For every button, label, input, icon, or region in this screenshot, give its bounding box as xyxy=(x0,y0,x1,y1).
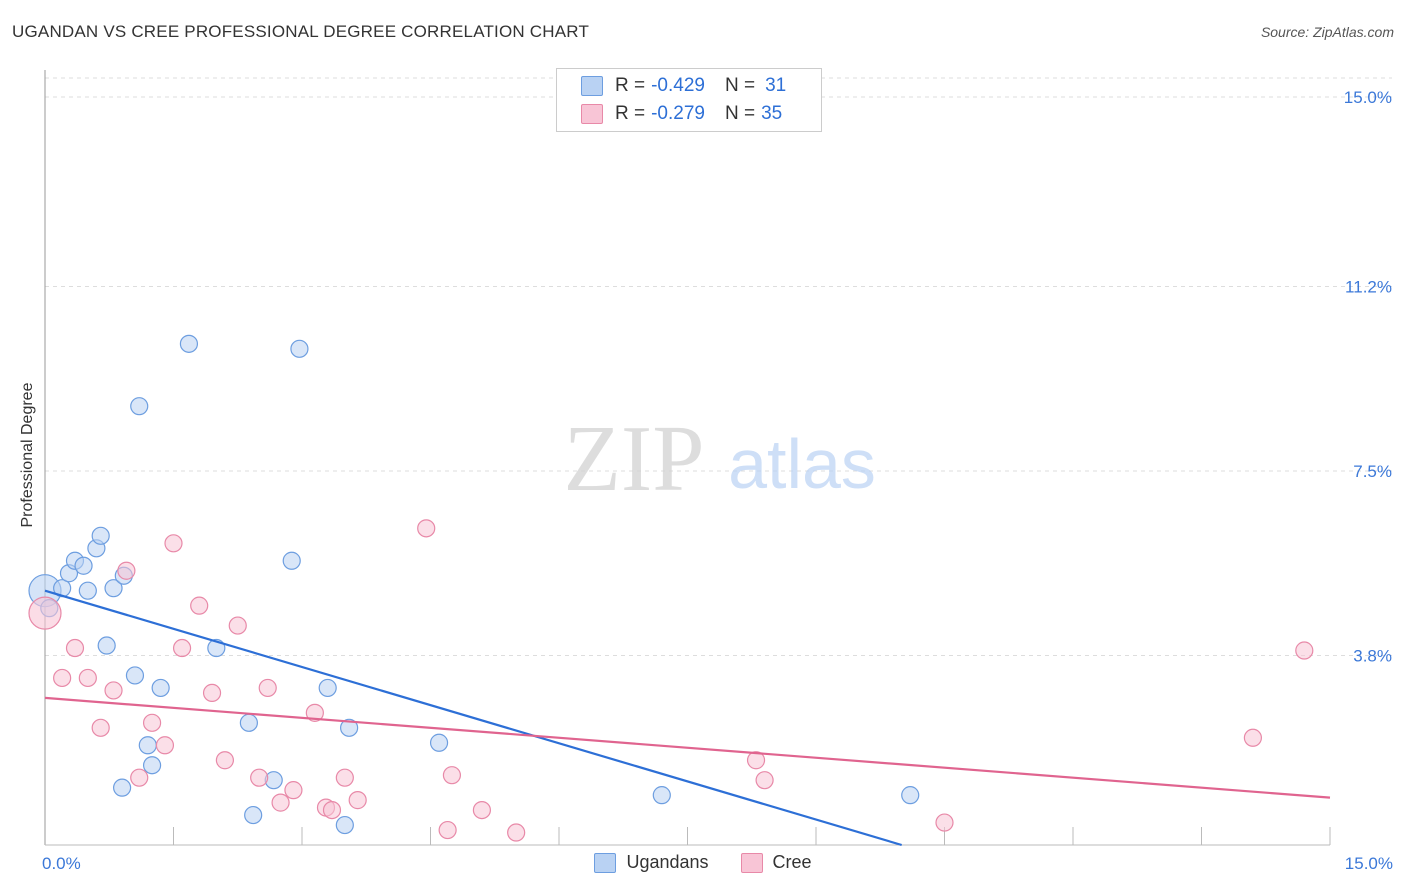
ugandan-point xyxy=(901,786,920,805)
ugandan-point xyxy=(282,551,301,570)
ugandan-point xyxy=(652,786,671,805)
legend-item-cree[interactable]: Cree xyxy=(740,852,812,873)
ugandan-point xyxy=(130,397,149,416)
cree-point xyxy=(117,561,136,580)
cree-point xyxy=(53,668,72,688)
ugandan-point xyxy=(78,581,97,600)
cree-point xyxy=(65,638,85,658)
ugandan-point xyxy=(239,713,258,732)
ugandan-point xyxy=(340,718,359,737)
correlation-legend: R = -0.429 N = 31 R = -0.279 N = 35 xyxy=(556,68,822,132)
cree-point xyxy=(417,519,436,538)
ugandan-point xyxy=(151,678,170,698)
series-legend: Ugandans Cree xyxy=(0,852,1406,873)
cree-point xyxy=(472,800,491,820)
legend-row-ugandans: R = -0.429 N = 31 xyxy=(581,75,786,97)
cree-point xyxy=(271,793,290,812)
legend-swatch-cree xyxy=(581,104,603,124)
y-tick-label: 11.2% xyxy=(1345,277,1392,296)
legend-n-value: 31 xyxy=(765,75,787,96)
cree-point xyxy=(1295,641,1314,660)
legend-row-cree: R = -0.279 N = 35 xyxy=(581,103,782,125)
cree-point xyxy=(438,820,457,840)
ugandan-point xyxy=(179,334,199,353)
cree-point xyxy=(172,638,192,658)
ugandan-point xyxy=(74,556,93,575)
legend-r-label: R = xyxy=(615,75,646,96)
x-tick-label: 0.0% xyxy=(42,854,81,873)
y-tick-label: 7.5% xyxy=(1353,462,1392,481)
ugandan-point xyxy=(142,756,162,775)
cree-point xyxy=(215,751,234,770)
ugandan-point xyxy=(138,736,157,755)
cree-trend-line xyxy=(44,696,1331,799)
cree-point xyxy=(202,683,222,703)
ugandan-point xyxy=(91,526,110,545)
axes xyxy=(44,70,1331,846)
cree-point xyxy=(284,781,303,800)
legend-swatch-ugandans xyxy=(594,852,617,873)
legend-n-value: 35 xyxy=(761,103,783,124)
ugandan-trend-line xyxy=(44,589,902,847)
ugandan-point xyxy=(125,666,145,685)
x-tick-label: 15.0% xyxy=(1345,854,1393,873)
watermark-zip: ZIP xyxy=(564,407,705,511)
cree-point xyxy=(755,771,774,790)
y-tick-label: 3.8% xyxy=(1353,647,1392,666)
ugandan-point xyxy=(97,636,116,655)
cree-point xyxy=(305,703,324,722)
legend-swatch-ugandans xyxy=(581,76,603,96)
cree-point xyxy=(190,596,209,615)
trend-lines xyxy=(44,589,1331,847)
y-tick-label: 15.0% xyxy=(1344,88,1392,107)
ugandan-point xyxy=(429,733,449,752)
ugandan-point xyxy=(104,579,123,598)
legend-r-label: R = xyxy=(615,103,646,124)
legend-item-ugandans[interactable]: Ugandans xyxy=(594,852,709,873)
watermark: ZIP atlas xyxy=(564,407,876,511)
watermark-atlas: atlas xyxy=(728,425,876,503)
legend-n-label: N = xyxy=(724,75,756,96)
cree-point xyxy=(935,813,954,832)
cree-point xyxy=(322,800,342,820)
ugandan-point xyxy=(290,339,309,358)
cree-point xyxy=(130,768,149,787)
legend-label-ugandans: Ugandans xyxy=(626,852,709,872)
cree-point xyxy=(142,713,162,732)
gridlines xyxy=(45,77,1392,657)
cree-point xyxy=(258,678,277,698)
tick-labels: 3.8% 7.5% 11.2% 15.0% 0.0% 15.0% xyxy=(42,88,1393,873)
data-points xyxy=(28,334,1314,842)
ugandan-point xyxy=(112,778,132,797)
ugandan-point xyxy=(335,815,354,835)
cree-point xyxy=(155,736,175,755)
ugandan-point xyxy=(244,805,263,825)
cree-point xyxy=(91,718,110,737)
cree-point xyxy=(1243,728,1263,747)
cree-point xyxy=(348,791,367,810)
legend-n-label: N = xyxy=(724,103,756,124)
cree-point xyxy=(335,768,354,787)
cree-point xyxy=(28,596,62,630)
cree-point xyxy=(228,616,247,635)
source-label: Source: ZipAtlas.com xyxy=(1260,24,1394,40)
legend-label-cree: Cree xyxy=(772,852,812,872)
cree-point xyxy=(746,751,766,770)
cree-point xyxy=(507,823,526,842)
chart-title: UGANDAN VS CREE PROFESSIONAL DEGREE CORR… xyxy=(12,22,590,41)
cree-point xyxy=(164,534,183,553)
legend-r-value: -0.279 xyxy=(651,103,705,124)
cree-point xyxy=(442,766,462,785)
cree-point xyxy=(104,681,123,700)
legend-swatch-cree xyxy=(740,852,763,873)
cree-point xyxy=(250,768,269,787)
cree-point xyxy=(78,668,97,688)
legend-r-value: -0.429 xyxy=(651,75,705,96)
ugandan-point xyxy=(318,678,337,698)
